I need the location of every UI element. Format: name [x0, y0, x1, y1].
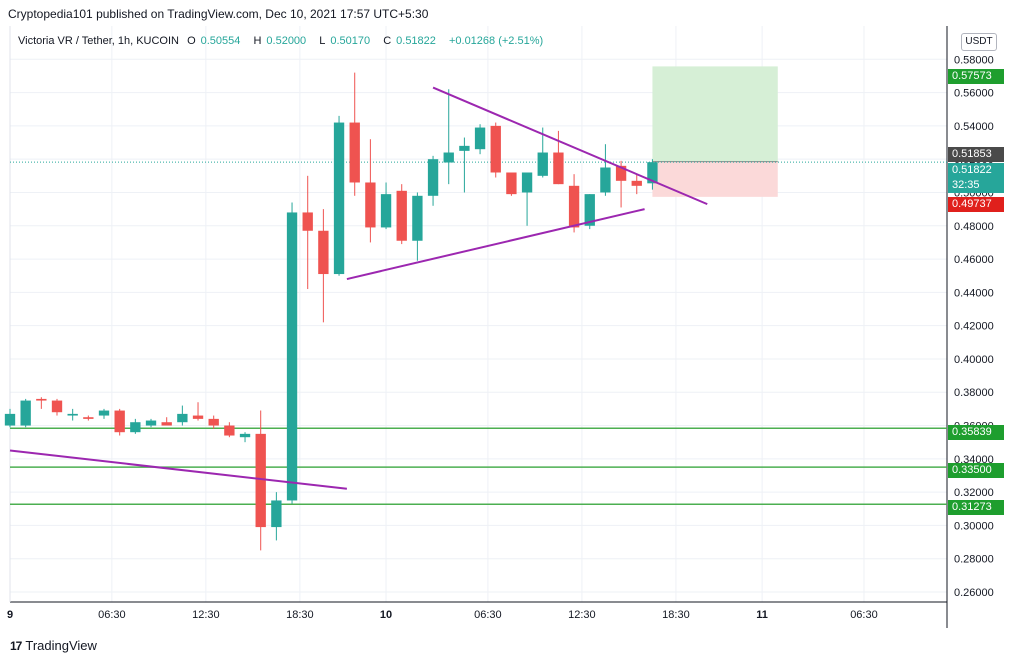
- ohlc-legend: Victoria VR / Tether, 1h, KUCOIN O 0.5055…: [18, 35, 548, 47]
- target-price-tag: 0.57573: [948, 69, 1004, 84]
- candle-body[interactable]: [506, 172, 517, 195]
- last-price-tag: 0.51822 32:35: [948, 163, 1004, 193]
- level-3-price-tag: 0.31273: [948, 500, 1004, 515]
- low-label: L: [319, 35, 326, 47]
- price-tick-label: 0.42000: [954, 321, 994, 333]
- candle-body[interactable]: [474, 127, 486, 150]
- time-tick-label: 18:30: [286, 609, 314, 621]
- open-value: 0.50554: [200, 35, 241, 47]
- candle-body[interactable]: [286, 212, 298, 501]
- time-tick-label: 18:30: [662, 609, 690, 621]
- candle-body[interactable]: [443, 152, 454, 163]
- trendline-upper[interactable]: [432, 86, 708, 206]
- candle-body[interactable]: [114, 410, 125, 433]
- candle-body[interactable]: [396, 190, 407, 241]
- candle-body[interactable]: [490, 125, 501, 173]
- currency-unit-button[interactable]: USDT: [961, 33, 997, 51]
- candle-body[interactable]: [584, 194, 595, 226]
- time-tick-label: 06:30: [98, 609, 126, 621]
- time-tick-label: 06:30: [474, 609, 502, 621]
- candle-body[interactable]: [333, 122, 345, 275]
- time-tick-label: 11: [756, 609, 768, 621]
- price-tick-label: 0.54000: [954, 121, 994, 133]
- candle-body[interactable]: [459, 145, 470, 151]
- publisher-name: Cryptopedia101: [8, 7, 93, 21]
- candle-body[interactable]: [98, 410, 110, 416]
- candle-body[interactable]: [600, 167, 611, 193]
- candle-body[interactable]: [83, 417, 94, 419]
- candle-body[interactable]: [553, 152, 564, 185]
- candle-body[interactable]: [631, 180, 642, 186]
- level-1-price-tag: 0.35839: [948, 425, 1004, 440]
- candle-body[interactable]: [177, 413, 188, 423]
- close-value: 0.51822: [396, 35, 436, 47]
- price-tick-label: 0.34000: [954, 454, 994, 466]
- candle-body[interactable]: [647, 162, 658, 184]
- price-tick-label: 0.32000: [954, 487, 994, 499]
- price-tick-label: 0.56000: [954, 88, 994, 100]
- candle-body[interactable]: [568, 185, 580, 228]
- price-tick-label: 0.46000: [954, 254, 994, 266]
- candle-body[interactable]: [615, 165, 627, 181]
- price-tick-label: 0.48000: [954, 221, 994, 233]
- price-tick-label: 0.28000: [954, 554, 994, 566]
- candle-body[interactable]: [349, 122, 360, 183]
- last-price-value: 0.51822: [952, 164, 992, 176]
- high-value: 0.52000: [266, 35, 307, 47]
- candle-body[interactable]: [67, 413, 78, 416]
- tradingview-logo-icon: 17: [10, 638, 22, 653]
- candle-body[interactable]: [20, 400, 31, 426]
- candle-body[interactable]: [255, 433, 266, 528]
- price-tick-label: 0.58000: [954, 54, 994, 66]
- time-tick-label: 12:30: [568, 609, 596, 621]
- low-value: 0.50170: [330, 35, 371, 47]
- publish-details: published on TradingView.com, Dec 10, 20…: [96, 7, 429, 21]
- price-tick-label: 0.30000: [954, 520, 994, 532]
- price-tick-label: 0.44000: [954, 287, 994, 299]
- candle-body[interactable]: [161, 422, 172, 426]
- candle-body[interactable]: [521, 172, 533, 193]
- level-2-price-tag: 0.33500: [948, 463, 1004, 478]
- time-tick-label: 06:30: [850, 609, 878, 621]
- change-value: +0.01268 (+2.51%): [448, 35, 544, 47]
- candle-body[interactable]: [51, 400, 63, 413]
- open-label: O: [187, 35, 196, 47]
- candle-body[interactable]: [271, 500, 282, 528]
- footer-branding: 17 TradingView: [10, 638, 97, 653]
- candle-body[interactable]: [208, 418, 219, 426]
- time-tick-label: 10: [380, 609, 392, 621]
- candle-body[interactable]: [239, 433, 251, 438]
- candle-body[interactable]: [537, 152, 548, 176]
- candle-body[interactable]: [318, 230, 329, 275]
- time-tick-label: 9: [7, 609, 13, 621]
- price-tick-label: 0.38000: [954, 387, 994, 399]
- candle-body[interactable]: [36, 398, 47, 401]
- crosshair-price-tag: 0.51853: [948, 147, 1004, 162]
- time-tick-label: 12:30: [192, 609, 220, 621]
- candle-body[interactable]: [145, 420, 157, 426]
- candle-body[interactable]: [4, 413, 16, 426]
- trendline-old[interactable]: [9, 449, 347, 490]
- candle-body[interactable]: [224, 425, 235, 436]
- price-tick-label: 0.26000: [954, 587, 994, 599]
- candle-body[interactable]: [192, 415, 204, 419]
- candle-countdown: 32:35: [952, 179, 980, 191]
- candle-body[interactable]: [302, 212, 313, 231]
- high-label: H: [253, 35, 262, 47]
- target-zone[interactable]: [652, 66, 778, 162]
- candle-body[interactable]: [365, 182, 376, 228]
- symbol-label[interactable]: Victoria VR / Tether, 1h, KUCOIN: [18, 35, 179, 47]
- close-label: C: [383, 35, 392, 47]
- trendline-lower[interactable]: [346, 208, 645, 281]
- candle-body[interactable]: [427, 159, 439, 196]
- brand-name: TradingView: [25, 638, 97, 653]
- candle-body[interactable]: [130, 422, 141, 433]
- publish-info: Cryptopedia101 published on TradingView.…: [8, 7, 428, 21]
- candle-body[interactable]: [412, 195, 423, 241]
- price-tick-label: 0.40000: [954, 354, 994, 366]
- stop-price-tag: 0.49737: [948, 197, 1004, 212]
- stop-zone[interactable]: [652, 161, 778, 197]
- candle-body[interactable]: [380, 194, 392, 228]
